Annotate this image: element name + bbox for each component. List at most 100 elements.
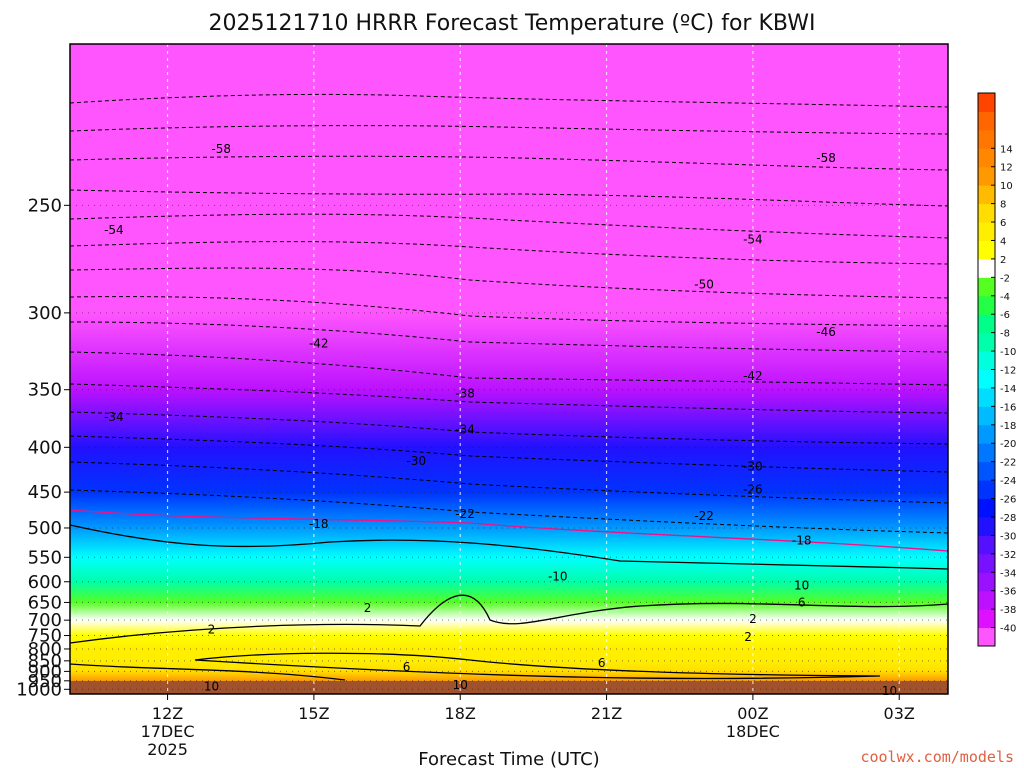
contour-label: 2 xyxy=(744,630,752,644)
ground-band xyxy=(70,681,948,694)
x-tick-label: 12Z xyxy=(152,704,183,723)
colorbar-swatch xyxy=(978,129,995,149)
y-tick-label: 750 xyxy=(28,626,62,647)
colorbar-swatch xyxy=(978,480,995,500)
x-tick-date: 17DEC xyxy=(141,722,195,741)
colorbar-label: 12 xyxy=(1000,163,1013,174)
contour-plus-10-b xyxy=(69,663,346,681)
contour-label: -26 xyxy=(743,483,763,497)
y-tick-label: 850 xyxy=(28,651,62,672)
colorbar-swatch xyxy=(978,424,995,444)
contour-minus-54 xyxy=(69,125,949,135)
x-tick-date: 18DEC xyxy=(726,722,780,741)
colorbar-swatch xyxy=(978,240,995,260)
colorbar-label: 10 xyxy=(1000,181,1013,192)
colorbar-swatch xyxy=(978,387,995,407)
colorbar-swatch xyxy=(978,627,995,647)
contour-minus-46 xyxy=(69,189,949,207)
colorbar-label: -32 xyxy=(1000,550,1016,561)
colorbar-label: -8 xyxy=(1000,329,1010,340)
colorbar-label: 14 xyxy=(1000,144,1013,155)
contour-minus-30 xyxy=(69,296,949,327)
colorbar-label: -6 xyxy=(1000,310,1010,321)
contour-plus-6 xyxy=(69,594,949,644)
colorbar-label: -34 xyxy=(1000,568,1016,579)
contour-minus-58 xyxy=(69,93,949,108)
colorbar-swatch xyxy=(978,111,995,131)
colorbar-swatch xyxy=(978,277,995,297)
plot-area: -58 -58 -54 -54 -50 -42 -46 -42 -38 -34 -34 -30 -30 -… xyxy=(69,43,949,698)
contour-label: -46 xyxy=(816,325,836,339)
y-tick-label: 450 xyxy=(28,482,62,503)
colorbar-label: -30 xyxy=(1000,531,1016,542)
colorbar-swatch xyxy=(978,332,995,352)
y-tick-label: 550 xyxy=(28,547,62,568)
colorbar-swatch xyxy=(978,351,995,370)
contour-minus-38 xyxy=(69,241,949,265)
chart-title: 2025121710 HRRR Forecast Temperature (ºC… xyxy=(209,11,816,36)
y-tick-label: 950 xyxy=(28,671,62,692)
colorbar-label: -26 xyxy=(1000,495,1016,506)
x-tick-label: 21Z xyxy=(591,704,622,723)
contour-label: -18 xyxy=(792,533,812,547)
contour-label: 10 xyxy=(794,578,809,592)
contour-label: -38 xyxy=(455,387,475,401)
contour-label: -54 xyxy=(104,223,124,237)
gridlines xyxy=(70,44,948,694)
contour-lines xyxy=(69,93,949,681)
colorbar-swatch xyxy=(978,498,995,518)
colorbar-label: -14 xyxy=(1000,384,1016,395)
contour-minus-42 xyxy=(69,213,949,239)
colorbar-swatch xyxy=(978,553,995,573)
contour-label: -22 xyxy=(694,509,714,523)
contour-minus-14 xyxy=(69,411,949,445)
contour-label: -54 xyxy=(743,233,763,247)
y-tick-label: 400 xyxy=(28,437,62,458)
contour-label: 6 xyxy=(798,595,806,609)
colorbar-swatch xyxy=(978,461,995,481)
contour-minus-6 xyxy=(69,461,949,504)
contour-minus-34 xyxy=(69,267,949,299)
contour-label: 2 xyxy=(749,612,757,626)
x-tick-label: 15Z xyxy=(298,704,329,723)
contour-minus-18 xyxy=(69,383,949,414)
contour-label: 10 xyxy=(882,684,897,698)
contour-minus-2 xyxy=(69,489,949,534)
contour-label: -34 xyxy=(104,410,124,424)
plot-frame xyxy=(69,43,949,695)
colorbar-swatch xyxy=(978,222,995,241)
colorbar-swatch xyxy=(978,295,995,315)
y-tick-label: 600 xyxy=(28,572,62,593)
colorbar-label: -38 xyxy=(1000,605,1016,616)
contour-label: -50 xyxy=(694,278,714,292)
colorbar-label: -12 xyxy=(1000,366,1016,377)
x-tick-label: 03Z xyxy=(884,704,915,723)
contour-zero-pink xyxy=(69,509,949,552)
y-tick-label: 250 xyxy=(28,195,62,216)
contour-labels: -58 -58 -54 -54 -50 -42 -46 -42 -38 -34 -34 -30 -30 -… xyxy=(104,142,897,698)
contour-minus-26 xyxy=(69,321,949,353)
contour-label: -58 xyxy=(211,142,231,156)
contour-plus-10-a xyxy=(194,652,881,680)
contour-minus-50 xyxy=(69,155,949,171)
colorbar-swatch xyxy=(978,258,995,278)
y-tick-label: 650 xyxy=(28,592,62,613)
colorbar-label: 4 xyxy=(1000,236,1006,247)
y-tick-label: 300 xyxy=(28,303,62,324)
y-tick-label: 350 xyxy=(28,380,62,401)
x-tick-label: 00Z xyxy=(737,704,768,723)
colorbar-swatch xyxy=(978,185,995,205)
contour-label: 2 xyxy=(364,601,372,615)
colorbar-swatch xyxy=(978,516,995,536)
colorbar-legend: -40-38-36-34-32-30-28-26-24-22-20-18-16-… xyxy=(977,92,1016,647)
colorbar-label: -2 xyxy=(1000,273,1010,284)
colorbar-swatch xyxy=(978,609,995,629)
colorbar-swatch xyxy=(978,590,995,610)
y-axis: 250 300 350 400 450 500 550 6006507007508008509… xyxy=(16,195,70,700)
credit-text: coolwx.com/models xyxy=(860,748,1014,766)
colorbar-label: -16 xyxy=(1000,402,1016,413)
y-tick-label: 1000 xyxy=(16,679,62,700)
contour-label: -10 xyxy=(548,569,568,583)
